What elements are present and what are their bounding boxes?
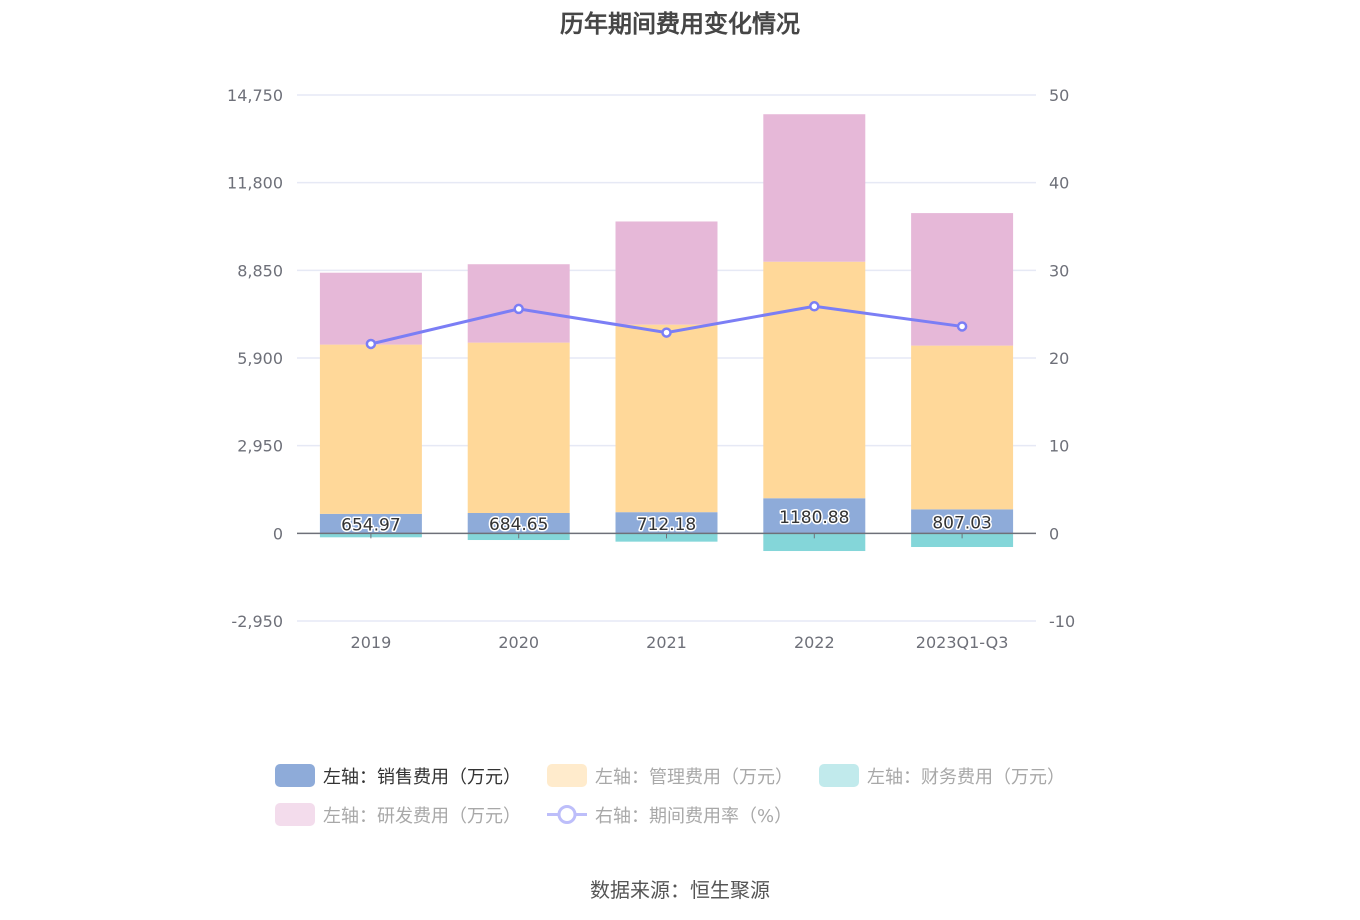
rate-point [513,303,524,315]
legend-label-sales: 左轴：销售费用（万元） [323,766,521,788]
legend-label-management: 左轴：管理费用（万元） [595,766,793,788]
bar-rd [615,221,718,325]
x-axis-label: 2023Q1-Q3 [916,633,1009,652]
legend-line-circle-icon [547,803,587,826]
chart-title: 历年期间费用变化情况 [560,10,800,38]
x-axis-labels: 2019 2020 2021 2022 2023Q1-Q3 [351,633,1009,652]
sales-data-label: 807.03 [932,513,991,533]
chart-canvas: -2,950 0 2,950 5,900 8,850 11,800 14,750 -10 0 1… [227,86,1075,652]
legend-swatch-management [547,764,587,787]
legend: 左轴：销售费用（万元） 左轴：管理费用（万元） 左轴：财务费用（万元） 左轴：研… [275,756,1095,834]
bar-rd [319,272,422,345]
bar-finance [911,533,1014,548]
legend-label-rd: 左轴：研发费用（万元） [323,805,521,827]
sales-data-label: 712.18 [637,515,696,535]
legend-item-rate[interactable]: 右轴：期间费用率（%） [547,802,792,828]
data-labels-layer: 654.97 684.65 712.18 1180.88 807.03 [340,506,994,537]
left-axis-tick-label: 11,800 [227,174,283,193]
left-axis-tick-label: 8,850 [237,261,283,280]
legend-row-1: 左轴：销售费用（万元） 左轴：管理费用（万元） 左轴：财务费用（万元） [275,756,1095,795]
bar-management [319,344,422,514]
legend-item-finance[interactable]: 左轴：财务费用（万元） [819,763,1065,789]
bar-management [467,342,570,513]
x-axis-label: 2021 [646,633,687,652]
left-axis-tick-label: 0 [273,524,283,543]
x-axis-label: 2019 [351,633,392,652]
rate-point [661,327,672,338]
rate-point [956,321,968,332]
bar-sales [911,509,1014,534]
bar-management [615,324,718,513]
bars-layer [319,114,1014,552]
right-axis-tick-label: 40 [1049,174,1069,193]
left-axis-tick-label: 5,900 [237,349,283,368]
left-axis-tick-label: -2,950 [231,612,283,631]
right-axis-tick-label: 50 [1049,86,1069,105]
right-axis-tick-label: 0 [1049,524,1059,543]
sales-data-label: 654.97 [341,516,400,536]
right-axis-tick-label: 20 [1049,349,1069,368]
left-axis-tick-label: 2,950 [237,437,283,456]
legend-swatch-finance [819,764,859,787]
legend-swatch-sales [275,764,315,787]
data-source-note: 数据来源：恒生聚源 [590,878,770,902]
bar-sales [763,498,866,534]
bar-rd [763,114,866,262]
x-axis-label: 2022 [794,633,835,652]
sales-data-label: 1180.88 [779,508,849,528]
bar-sales [467,512,570,534]
x-axis-line [297,532,1036,539]
sales-data-label: 684.65 [489,515,548,535]
right-axis-tick-label: 30 [1049,261,1069,280]
right-axis-tick-label: -10 [1049,612,1075,631]
legend-label-rate: 右轴：期间费用率（%） [595,805,793,827]
bar-sales [319,513,422,534]
legend-label-finance: 左轴：财务费用（万元） [867,766,1065,788]
bar-finance [763,533,866,552]
legend-row-2: 左轴：研发费用（万元） 右轴：期间费用率（%） [275,795,1095,834]
left-axis: -2,950 0 2,950 5,900 8,850 11,800 14,750 [227,86,283,631]
left-axis-tick-label: 14,750 [227,86,283,105]
rate-point [365,338,377,350]
rate-point [809,301,820,312]
legend-item-sales[interactable]: 左轴：销售费用（万元） [275,763,521,789]
bar-management [763,261,866,499]
bar-sales [615,512,718,534]
legend-item-rd[interactable]: 左轴：研发费用（万元） [275,802,521,828]
rate-line-layer [365,301,968,350]
right-axis-tick-label: 10 [1049,437,1069,456]
bar-rd [467,264,570,343]
x-axis-label: 2020 [498,633,539,652]
legend-item-management[interactable]: 左轴：管理费用（万元） [547,763,793,789]
legend-swatch-rd [275,803,315,826]
right-axis: -10 0 10 20 30 40 50 [1049,86,1075,631]
bar-management [911,345,1014,510]
